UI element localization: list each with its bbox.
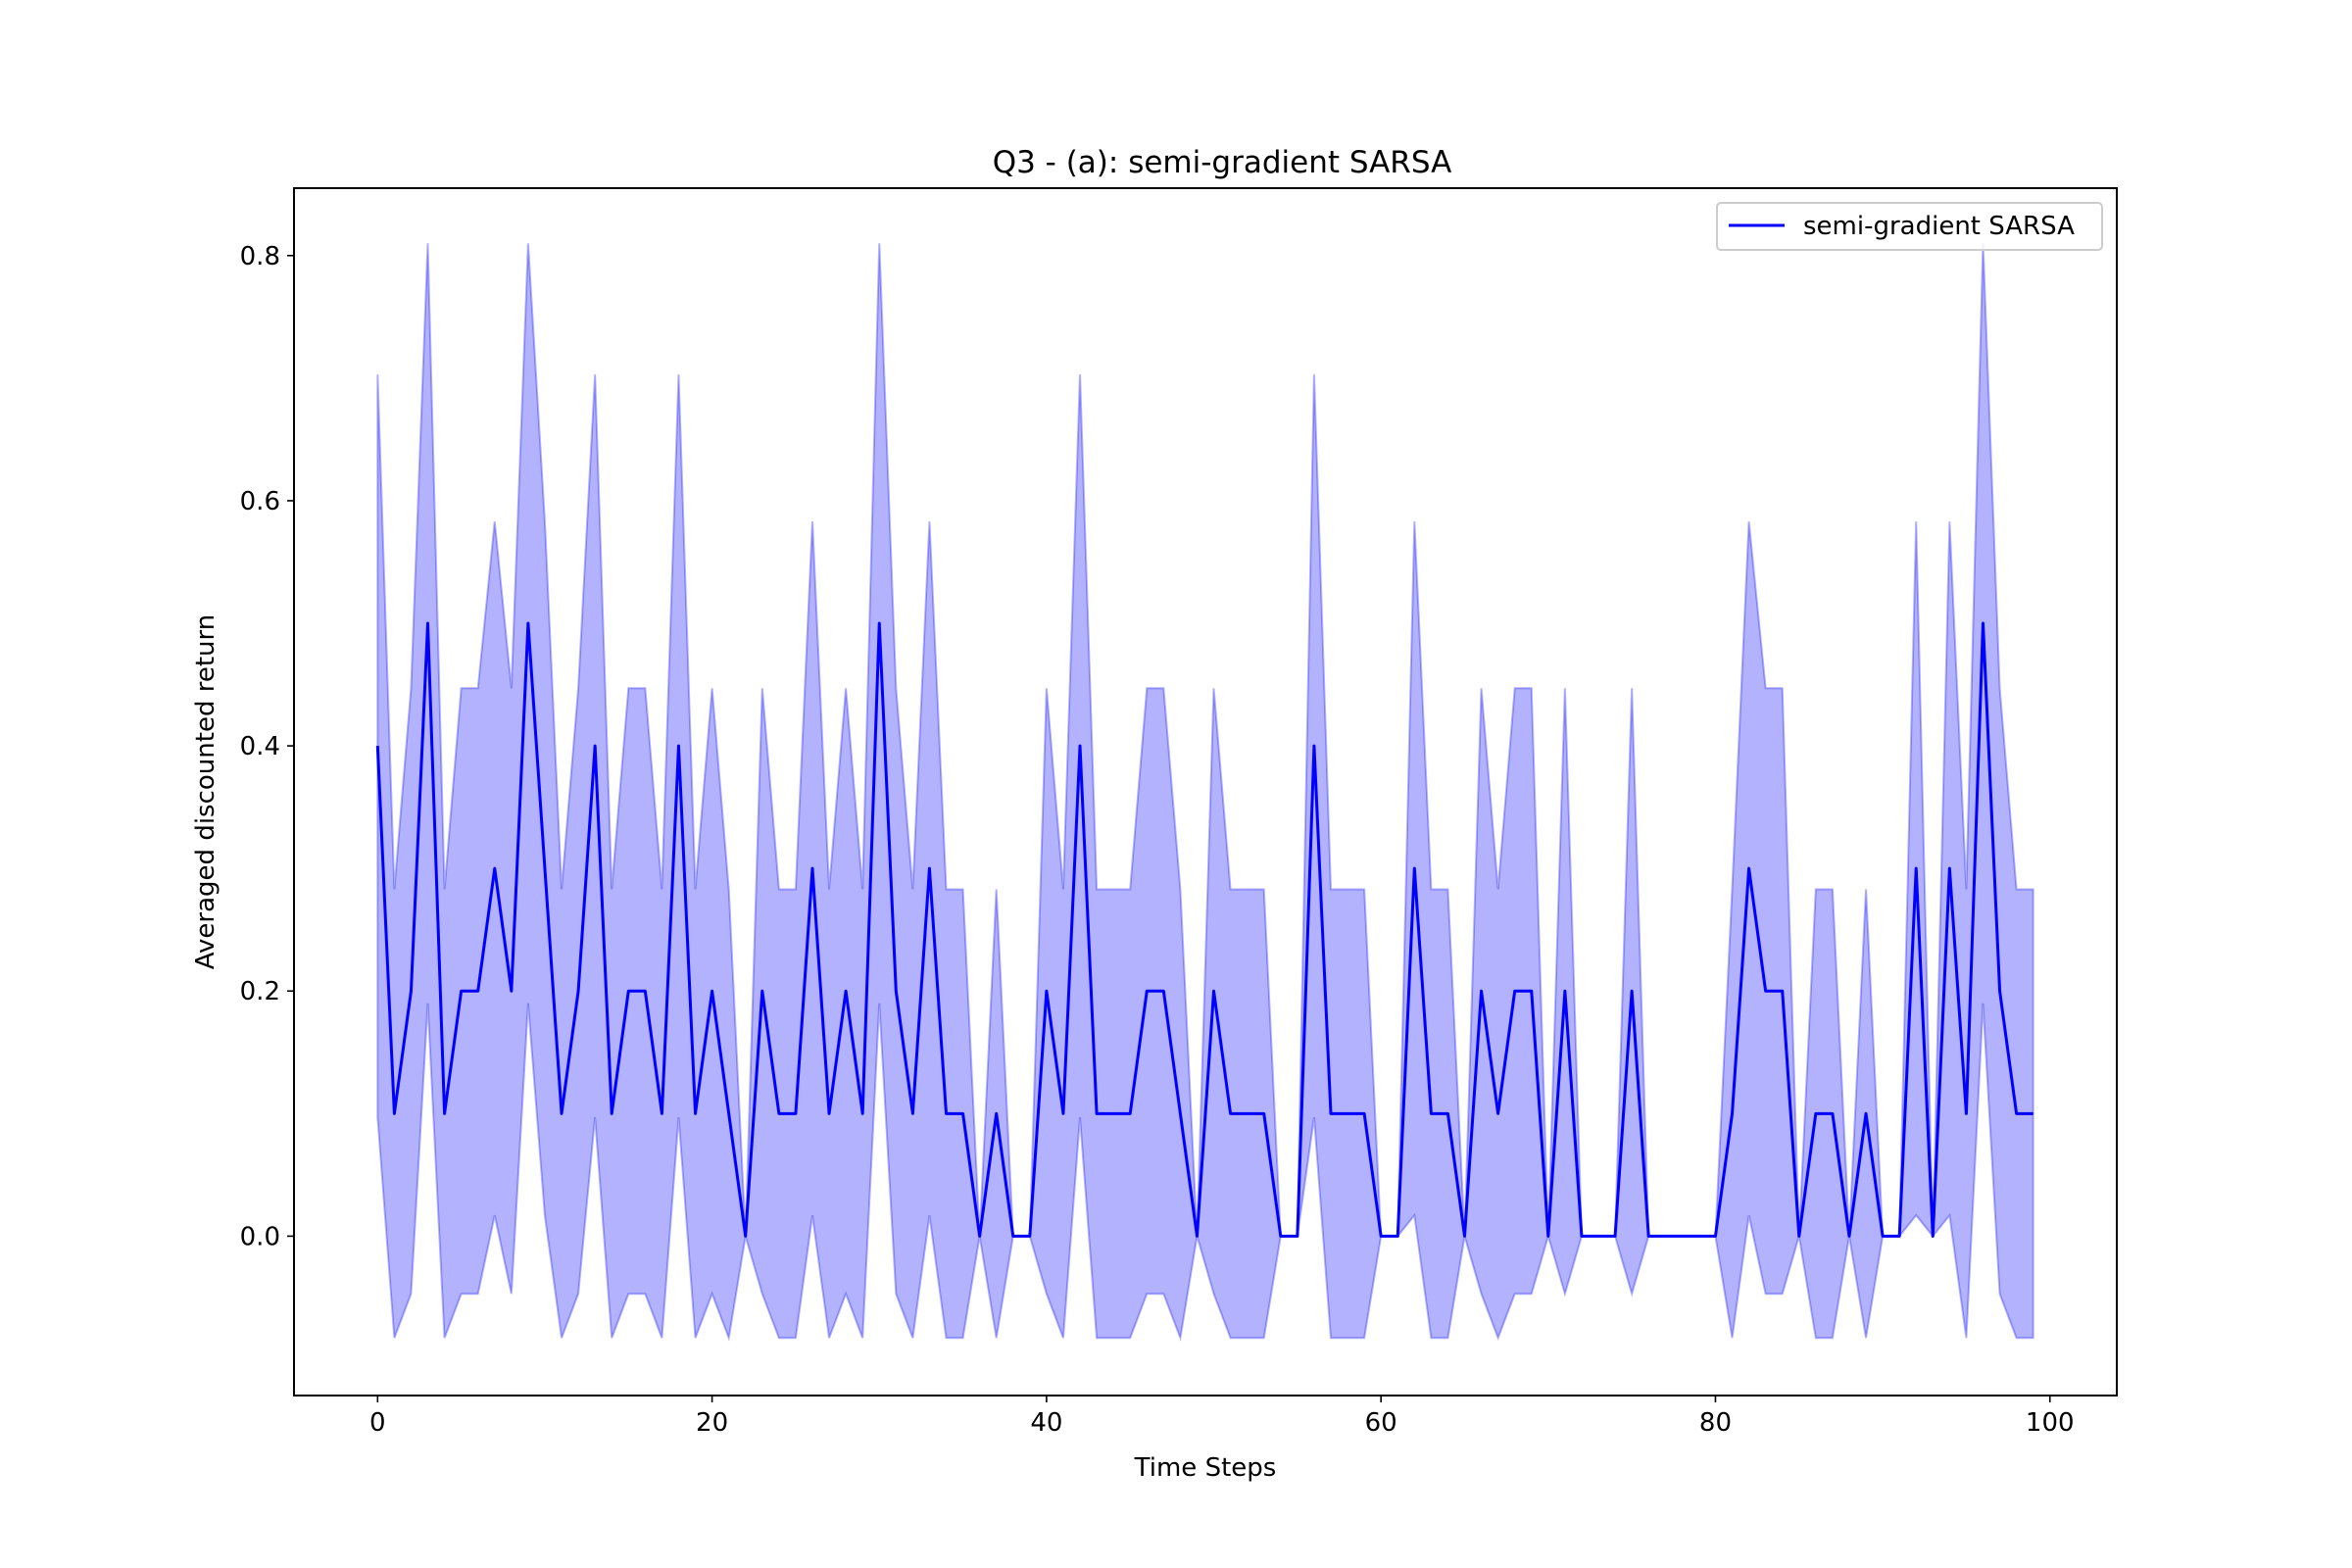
y-tick-label: 0.8 — [240, 242, 280, 271]
y-tick-label: 0.4 — [240, 732, 280, 761]
x-tick-label: 0 — [369, 1408, 386, 1438]
y-tick-label: 0.6 — [240, 487, 280, 516]
x-tick-label: 80 — [1699, 1408, 1732, 1438]
x-axis-title: Time Steps — [1134, 1453, 1277, 1483]
plot-area — [375, 243, 2034, 1343]
x-tick-label: 20 — [696, 1408, 728, 1438]
y-tick-label: 0.0 — [240, 1222, 280, 1251]
series-line — [375, 621, 2034, 1238]
confidence-band — [376, 243, 2034, 1343]
y-axis: 0.0 0.2 0.4 0.6 0.8 — [240, 242, 294, 1251]
y-tick-label: 0.2 — [240, 977, 280, 1006]
plot-frame — [293, 187, 2118, 1396]
x-tick-label: 100 — [2026, 1408, 2075, 1438]
legend-box — [1716, 202, 2103, 251]
chart-title: Q3 - (a): semi-gradient SARSA — [993, 145, 1452, 180]
x-tick-label: 40 — [1030, 1408, 1062, 1438]
legend-label: semi-gradient SARSA — [1803, 212, 2075, 241]
y-axis-title: Averaged discounted return — [191, 614, 220, 969]
x-axis: 0 20 40 60 80 100 — [369, 1396, 2075, 1438]
x-tick-label: 60 — [1365, 1408, 1397, 1438]
legend: semi-gradient SARSA — [1716, 202, 2103, 251]
